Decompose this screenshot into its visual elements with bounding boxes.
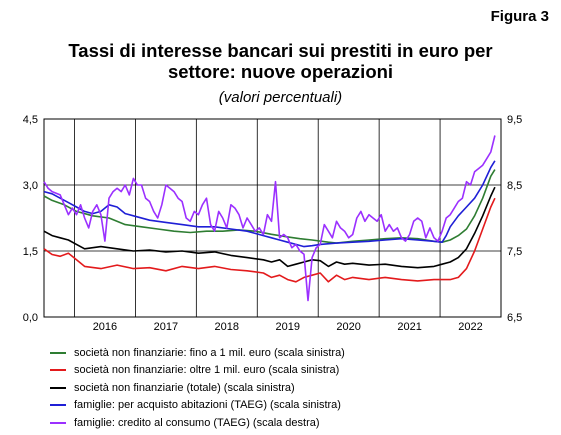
legend-label: famiglie: credito al consumo (TAEG) (sca… [74,416,320,429]
y-left-tick-label: 0,0 [23,312,38,324]
x-tick-label: 2018 [215,321,239,333]
legend-label: società non finanziarie: fino a 1 mil. e… [74,346,345,359]
legend-item: famiglie: credito al consumo (TAEG) (sca… [50,414,345,432]
series-line-1 [43,169,496,244]
x-tick-label: 2022 [458,321,482,333]
legend-label: famiglie: per acquisto abitazioni (TAEG)… [74,399,341,412]
chart-title-line-2: settore: nuove operazioni [167,61,394,82]
legend-swatch [50,369,66,372]
y-right-tick-label: 6,5 [507,312,522,324]
legend-swatch [50,421,66,424]
legend-item: società non finanziarie: oltre 1 mil. eu… [50,362,345,380]
x-tick-label: 2019 [275,321,299,333]
legend-label: società non finanziarie: oltre 1 mil. eu… [74,364,340,377]
legend-label: società non finanziarie (totale) (scala … [74,381,295,394]
x-tick-label: 2017 [154,321,178,333]
y-left-tick-label: 3,0 [23,180,38,192]
y-right-tick-label: 9,5 [507,114,522,126]
plot-frame [43,118,502,318]
legend-item: famiglie: per acquisto abitazioni (TAEG)… [50,397,345,415]
chart-title-line-1: Tassi di interesse bancari sui prestiti … [68,40,493,61]
figure-label: Figura 3 [490,8,549,25]
chart-title: Tassi di interesse bancari sui prestiti … [0,40,561,82]
x-tick-label: 2021 [397,321,421,333]
legend-item: società non finanziarie: fino a 1 mil. e… [50,344,345,362]
legend-swatch [50,386,66,389]
legend-item: società non finanziarie (totale) (scala … [50,379,345,397]
chart-subtitle: (valori percentuali) [218,89,343,106]
y-left-tick-label: 1,5 [23,246,38,258]
legend-swatch [50,351,66,354]
series-line-2 [43,197,496,283]
y-right-tick-label: 7,5 [507,246,522,258]
legend-swatch [50,404,66,407]
series-line-3 [43,186,496,269]
series-line-5 [43,135,496,302]
x-tick-label: 2020 [336,321,360,333]
y-left-tick-label: 4,5 [23,114,38,126]
y-right-tick-label: 8,5 [507,180,522,192]
x-tick-label: 2016 [93,321,117,333]
series-line-4 [43,160,496,248]
chart-legend: società non finanziarie: fino a 1 mil. e… [50,344,345,432]
